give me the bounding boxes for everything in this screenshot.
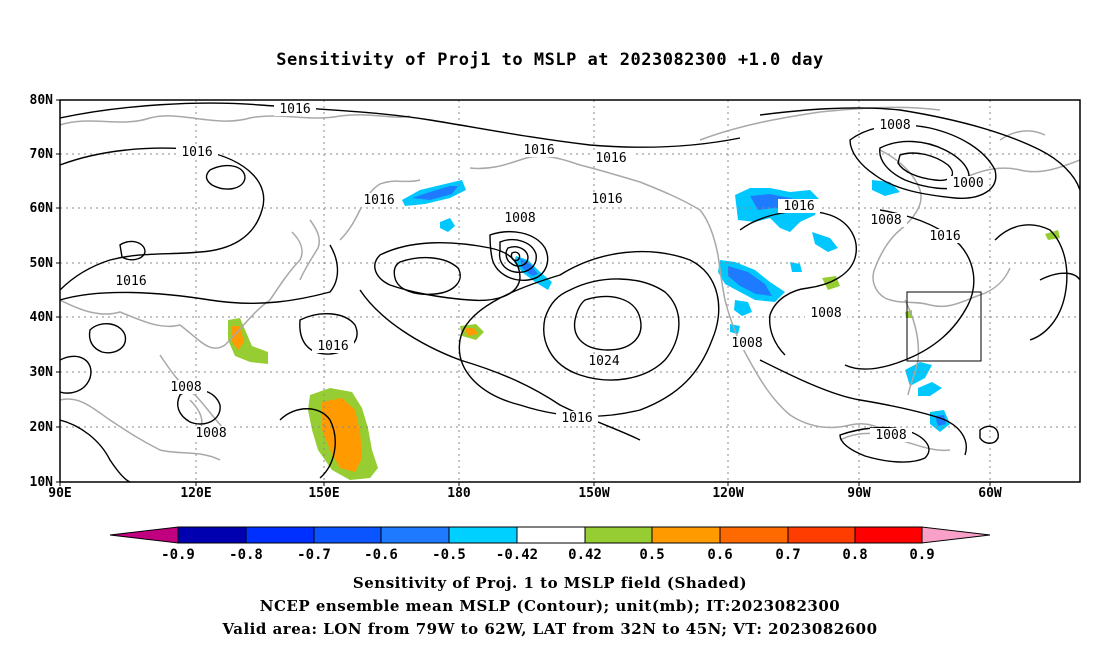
map-frame [59, 99, 1081, 483]
contour-label: 1024 [583, 354, 625, 369]
svg-text:1016: 1016 [317, 339, 348, 354]
svg-text:1016: 1016 [595, 151, 626, 166]
lat-label: 20N [30, 420, 54, 435]
contour-label: 1016 [518, 143, 560, 158]
svg-text:1016: 1016 [279, 102, 310, 117]
map-title: Sensitivity of Proj1 to MSLP at 20230823… [276, 50, 824, 70]
contour-label: 1008 [726, 336, 768, 351]
svg-text:1008: 1008 [810, 306, 841, 321]
colorbar-low-arrow [109, 526, 179, 544]
caption-line-1: Sensitivity of Proj. 1 to MSLP field (Sh… [352, 574, 748, 592]
svg-text:1000: 1000 [952, 176, 983, 191]
contour-label: 1008 [865, 213, 907, 228]
lat-label: 80N [30, 93, 54, 108]
colorbar-label: -0.9 [161, 547, 195, 563]
lon-label: 60W [978, 486, 1002, 501]
colorbar-label: 0.9 [909, 547, 934, 563]
svg-text:1008: 1008 [875, 428, 906, 443]
lat-label: 10N [30, 475, 54, 490]
lon-label: 150W [578, 486, 609, 501]
contour-label: 1008 [165, 380, 207, 395]
contour-label: 1000 [947, 176, 989, 191]
svg-text:1008: 1008 [170, 380, 201, 395]
svg-text:1008: 1008 [504, 211, 535, 226]
contour-label: 1016 [778, 199, 820, 214]
colorbar-segment [854, 526, 923, 544]
lat-label: 30N [30, 365, 54, 380]
svg-text:1016: 1016 [783, 199, 814, 214]
colorbar-label: -0.42 [496, 547, 538, 563]
contour-label: 1016 [110, 274, 152, 289]
svg-text:1016: 1016 [363, 193, 394, 208]
svg-text:1016: 1016 [115, 274, 146, 289]
colorbar-segment [787, 526, 856, 544]
contour-label: 1016 [176, 145, 218, 160]
svg-text:1008: 1008 [879, 118, 910, 133]
colorbar-label: 0.7 [775, 547, 800, 563]
contour-label: 1016 [312, 339, 354, 354]
svg-text:1016: 1016 [561, 411, 592, 426]
contour-label: 1008 [805, 306, 847, 321]
caption-line-2: NCEP ensemble mean MSLP (Contour); unit(… [259, 597, 841, 615]
svg-text:1008: 1008 [870, 213, 901, 228]
contour-label: 1016 [590, 151, 632, 166]
colorbar-segment [516, 526, 586, 544]
colorbar-label: 0.8 [842, 547, 867, 563]
lon-label: 150E [308, 486, 339, 501]
lat-label: 60N [30, 201, 54, 216]
colorbar-segment [245, 526, 315, 544]
svg-text:1008: 1008 [195, 426, 226, 441]
svg-text:1016: 1016 [929, 229, 960, 244]
colorbar-label: 0.6 [707, 547, 732, 563]
lat-label: 40N [30, 310, 54, 325]
colorbar-label: -0.6 [364, 547, 398, 563]
lat-label: 70N [30, 147, 54, 162]
colorbar-labels: -0.9 -0.8 -0.7 -0.6 -0.5 -0.42 0.42 0.5 … [161, 547, 935, 563]
colorbar-label: 0.42 [568, 547, 602, 563]
colorbar-segment [313, 526, 382, 544]
valid-area-box [906, 291, 982, 362]
colorbar: -0.9 -0.8 -0.7 -0.6 -0.5 -0.42 0.42 0.5 … [109, 526, 991, 563]
contour-label: 1016 [358, 193, 400, 208]
colorbar-label: -0.7 [297, 547, 331, 563]
latitude-labels: 80N 70N 60N 50N 40N 30N 20N 10N [30, 93, 54, 490]
colorbar-segment [448, 526, 518, 544]
contour-label: 1016 [924, 229, 966, 244]
svg-text:1016: 1016 [523, 143, 554, 158]
contour-label: 1016 [556, 411, 598, 426]
contour-label: 1016 [586, 192, 628, 207]
colorbar-label: 0.5 [639, 547, 664, 563]
lon-label: 90W [847, 486, 871, 501]
lon-label: 90E [48, 486, 71, 501]
colorbar-label: -0.8 [229, 547, 263, 563]
longitude-labels: 90E 120E 150E 180 150W 120W 90W 60W [48, 486, 1002, 501]
colorbar-segment [719, 526, 789, 544]
contour-label: 1008 [870, 428, 912, 443]
axis-ticks [56, 99, 991, 486]
lon-label: 180 [447, 486, 471, 501]
contour-label: 1008 [874, 118, 916, 133]
contour-label: 1016 [274, 102, 316, 117]
contour-label: 1008 [499, 211, 541, 226]
contour-label-group: 1016 1016 1016 1016 1016 1016 1016 1016 … [110, 102, 989, 443]
svg-text:1008: 1008 [731, 336, 762, 351]
contour-label: 1008 [190, 426, 232, 441]
lon-label: 120E [180, 486, 211, 501]
map-panel: 1016 1016 1016 1016 1016 1016 1016 1016 … [60, 100, 1080, 482]
colorbar-segment [651, 526, 721, 544]
colorbar-high-arrow [921, 526, 991, 544]
lat-label: 50N [30, 256, 54, 271]
mslp-contours [60, 102, 1080, 482]
svg-text:1016: 1016 [181, 145, 212, 160]
colorbar-segment [380, 526, 450, 544]
svg-text:1016: 1016 [591, 192, 622, 207]
colorbar-label: -0.5 [432, 547, 466, 563]
svg-text:1024: 1024 [588, 354, 619, 369]
lon-label: 120W [712, 486, 743, 501]
colorbar-segment [584, 526, 653, 544]
colorbar-segment [177, 526, 247, 544]
caption-line-3: Valid area: LON from 79W to 62W, LAT fro… [222, 620, 878, 638]
